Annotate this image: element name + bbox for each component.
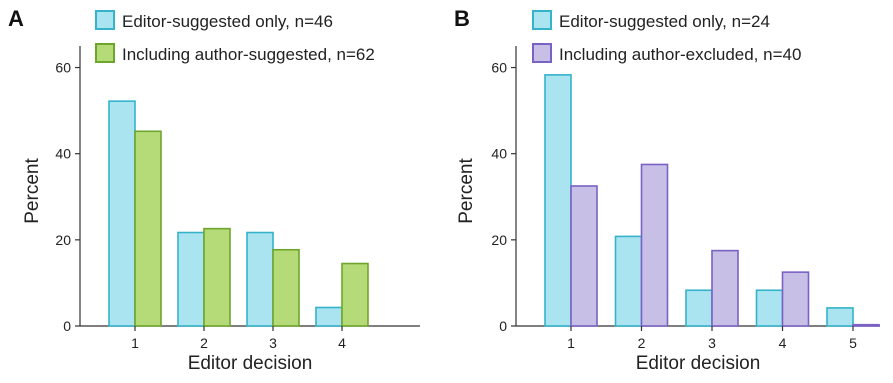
legend-swatch <box>532 43 552 63</box>
bar-b-s1-c2 <box>614 235 643 327</box>
legend-swatch <box>532 10 552 30</box>
x-tick-label: 3 <box>269 335 277 351</box>
bar-b-s2-c4 <box>781 271 810 327</box>
x-tick-label: 1 <box>567 335 575 351</box>
panel-letter: A <box>8 6 24 31</box>
panel-letter: B <box>454 6 470 31</box>
bar-b-s2-c1 <box>570 185 598 327</box>
bar-b-s2-c3 <box>711 249 739 327</box>
legend-swatch <box>95 10 115 30</box>
legend-label: Editor-suggested only, n=46 <box>122 12 333 31</box>
bar-a-s2-c3 <box>272 248 300 327</box>
legend-label: Editor-suggested only, n=24 <box>559 12 770 31</box>
y-tick-label: 40 <box>491 146 507 162</box>
x-tick-label: 2 <box>638 335 646 351</box>
bar-b-s1-c5 <box>826 307 854 327</box>
bar-a-s1-c3 <box>246 231 274 327</box>
panel-a: A Editor-suggested only, n=46 Including au… <box>8 6 420 374</box>
y-tick-label: 60 <box>55 60 71 76</box>
x-tick-label: 5 <box>849 335 857 351</box>
y-tick-label: 0 <box>63 318 71 334</box>
bar-a-s1-c1 <box>108 100 136 327</box>
bar-a-s1-c2 <box>177 231 205 327</box>
legend-label: Including author-suggested, n=62 <box>122 45 375 64</box>
bar-a-s2-c4 <box>341 262 369 327</box>
bar-b-s1-c1 <box>544 74 572 327</box>
bar-b-s2-c5 <box>852 323 880 327</box>
bar-b-s1-c4 <box>755 289 784 327</box>
panel-b: B Editor-suggested only, n=24 Including au… <box>454 6 880 374</box>
bar-a-s2-c2 <box>203 227 231 327</box>
legend-label: Including author-excluded, n=40 <box>559 45 801 64</box>
y-tick-label: 60 <box>491 60 507 76</box>
x-tick-label: 4 <box>779 335 787 351</box>
y-tick-label: 20 <box>491 232 507 248</box>
x-tick-label: 3 <box>708 335 716 351</box>
x-axis-title: Editor decision <box>636 353 761 374</box>
bar-b-s2-c2 <box>640 163 669 327</box>
x-tick-label: 4 <box>338 335 346 351</box>
x-tick-label: 2 <box>200 335 208 351</box>
legend-swatch <box>95 43 115 63</box>
y-axis-title: Percent <box>22 158 43 224</box>
y-axis-title: Percent <box>456 158 477 224</box>
x-tick-label: 1 <box>131 335 139 351</box>
bar-b-s1-c3 <box>685 289 713 327</box>
y-tick-label: 0 <box>499 318 507 334</box>
bar-a-s2-c1 <box>134 130 162 327</box>
bar-a-s1-c4 <box>315 306 343 327</box>
y-tick-label: 20 <box>55 232 71 248</box>
y-tick-label: 40 <box>55 146 71 162</box>
x-axis-title: Editor decision <box>188 353 313 374</box>
